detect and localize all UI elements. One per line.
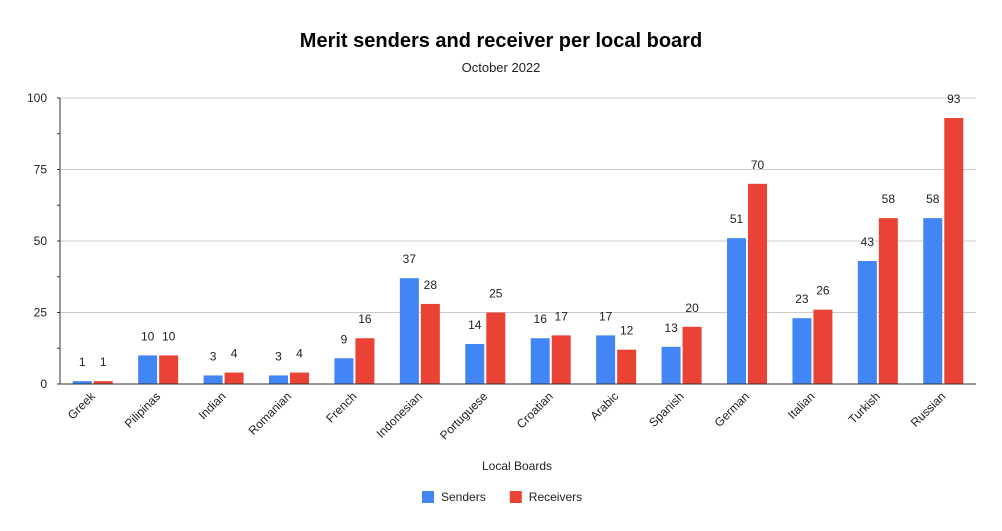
y-tick-label: 100 [27,91,47,105]
bar-receivers-italian [813,309,833,384]
bar-senders-german [727,238,746,384]
data-label-receivers: 4 [231,347,238,361]
data-label-senders: 10 [141,329,155,343]
legend-label: Receivers [529,490,582,504]
data-label-receivers: 20 [685,301,699,315]
legend-label: Senders [441,490,486,504]
data-label-receivers: 17 [555,309,569,323]
bar-receivers-indonesian [420,303,440,384]
x-tick-label: Pilipinas [122,389,164,431]
data-label-receivers: 70 [751,158,765,172]
bar-receivers-russian [944,118,964,385]
y-tick-label: 75 [34,163,48,177]
x-tick-label: French [323,389,359,425]
x-tick-label: Portuguese [437,389,491,443]
data-label-receivers: 10 [162,329,176,343]
bar-senders-indonesian [399,278,419,384]
bar-receivers-greek [93,381,113,384]
bar-senders-spanish [661,346,681,384]
bar-receivers-spanish [682,326,702,384]
bar-senders-pilipinas [138,355,158,384]
data-label-senders: 1 [79,355,86,369]
data-label-senders: 14 [468,318,482,332]
x-axis-title: Local Boards [482,459,552,473]
bar-senders-russian [923,218,943,384]
y-tick-label: 0 [40,377,47,391]
bar-receivers-croatian [551,335,571,384]
data-label-receivers: 1 [100,355,107,369]
data-label-senders: 58 [926,192,940,206]
y-axis: 0 25 50 75 100 [27,91,61,391]
data-label-senders: 13 [664,321,678,335]
legend-swatch [422,491,434,503]
bar-receivers-romanian [290,372,309,384]
gridlines [60,97,976,313]
x-tick-label: Spanish [646,389,687,430]
x-tick-label: Russian [908,389,949,430]
x-tick-label: Italian [785,389,818,422]
data-label-senders: 51 [730,212,744,226]
data-label-receivers: 12 [620,324,634,338]
legend-item-senders[interactable]: Senders [422,490,486,504]
data-label-senders: 3 [210,349,217,363]
chart-subtitle: October 2022 [462,60,541,75]
x-tick-label: Romanian [246,389,295,438]
y-tick-label: 25 [34,306,48,320]
legend-swatch [509,491,522,503]
data-label-senders: 9 [341,332,348,346]
bar-senders-romanian [269,375,288,384]
x-tick-label: Croatian [514,389,556,431]
x-tick-label: Greek [65,389,99,423]
bar-receivers-arabic [617,349,637,384]
data-label-receivers: 25 [489,287,503,301]
data-label-receivers: 16 [358,312,372,326]
data-label-receivers: 26 [816,284,830,298]
x-tick-label: Turkish [846,389,883,426]
bar-senders-turkish [857,261,877,384]
bar-receivers-pilipinas [159,355,179,384]
bar-receivers-german [748,183,767,384]
legend[interactable]: Senders Receivers [422,490,582,504]
bar-senders-croatian [530,338,550,384]
bar-senders-greek [72,381,92,384]
data-label-receivers: 58 [882,192,896,206]
data-label-receivers: 28 [424,278,438,292]
data-label-receivers: 4 [296,347,303,361]
bar-senders-french [334,358,354,384]
data-label-senders: 17 [599,309,613,323]
data-label-senders: 3 [275,349,282,363]
bar-receivers-indian [224,372,244,384]
x-tick-label: Indian [196,389,229,422]
bar-senders-indian [203,375,223,384]
x-tick-label: German [712,389,753,430]
x-tick-label: Arabic [587,389,621,423]
bar-receivers-french [355,338,375,384]
bar-receivers-portuguese [486,312,506,384]
x-tick-label: Indonesian [374,389,425,440]
bar-receivers-turkish [878,218,898,384]
chart-title: Merit senders and receiver per local boa… [300,30,702,52]
bar-senders-portuguese [465,343,485,384]
y-tick-label: 50 [34,234,48,248]
data-label-senders: 43 [861,235,875,249]
bar-senders-arabic [596,335,616,384]
bar-senders-italian [792,318,812,384]
data-label-senders: 23 [795,292,809,306]
data-label-senders: 37 [403,252,417,266]
x-axis: Greek Pilipinas Indian Romanian French Indone… [60,383,976,443]
data-label-senders: 16 [534,312,548,326]
legend-item-receivers[interactable]: Receivers [509,490,582,504]
data-label-receivers: 93 [947,92,961,106]
